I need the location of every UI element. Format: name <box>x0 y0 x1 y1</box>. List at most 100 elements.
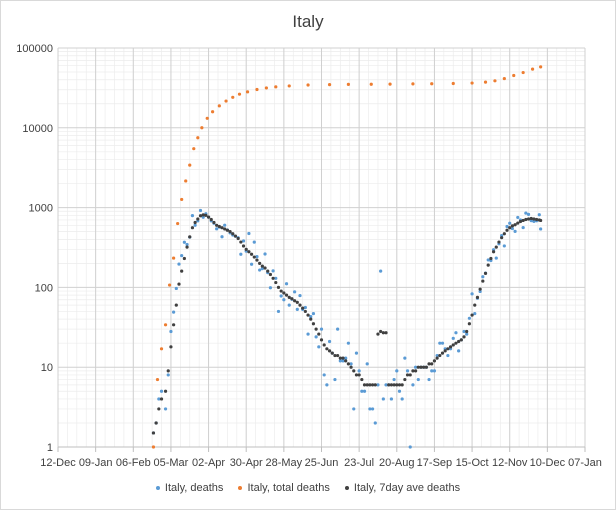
point-series-0 <box>215 227 219 231</box>
point-series-2 <box>185 245 189 249</box>
point-series-1 <box>188 163 192 167</box>
point-series-0 <box>274 276 278 280</box>
point-series-1 <box>205 116 209 120</box>
point-series-2 <box>252 255 256 259</box>
point-series-1 <box>483 80 488 84</box>
point-series-2 <box>500 236 504 240</box>
point-series-0 <box>258 268 262 272</box>
point-series-2 <box>180 269 184 273</box>
point-series-1 <box>196 136 200 140</box>
x-tick-labels: 12-Dec 09-Jan 06-Feb 05-Mar 02-Apr 30-Apr 28-M… <box>40 457 602 469</box>
point-series-1 <box>231 95 235 99</box>
point-series-2 <box>330 351 334 355</box>
point-series-0 <box>333 377 337 382</box>
point-series-1 <box>287 84 291 88</box>
x-tick-label: 12-Dec <box>40 457 76 469</box>
x-tick-label: 17-Sep <box>417 457 452 469</box>
point-series-0 <box>336 327 340 331</box>
point-series-1 <box>264 86 268 90</box>
point-series-0 <box>360 389 364 393</box>
point-series-1 <box>306 83 310 87</box>
point-series-2 <box>293 299 297 303</box>
point-series-0 <box>365 362 369 366</box>
point-series-2 <box>258 261 262 265</box>
point-series-2 <box>349 365 353 369</box>
point-series-0 <box>317 345 321 349</box>
x-tick-label: 09-Jan <box>79 457 113 469</box>
point-series-2 <box>465 329 469 334</box>
point-series-0 <box>373 421 377 425</box>
point-series-2 <box>172 323 176 327</box>
point-series-0 <box>400 397 404 401</box>
point-series-2 <box>319 338 324 342</box>
legend-item-deaths: Italy, deaths <box>155 482 223 494</box>
point-series-2 <box>357 373 361 377</box>
point-series-0 <box>432 369 437 373</box>
point-series-2 <box>163 389 168 393</box>
y-tick-label: 1 <box>47 442 53 454</box>
point-series-0 <box>524 211 528 215</box>
point-series-2 <box>220 226 224 230</box>
point-series-2 <box>231 232 235 236</box>
major-gridlines <box>57 47 586 448</box>
x-tick-label: 23-Jul <box>344 457 374 469</box>
point-series-2 <box>354 373 359 377</box>
point-series-2 <box>182 256 186 261</box>
point-series-0 <box>322 373 326 377</box>
point-series-2 <box>513 223 517 227</box>
point-series-2 <box>368 383 372 387</box>
point-series-2 <box>360 377 364 382</box>
point-series-1 <box>155 377 160 382</box>
point-series-1 <box>493 79 497 83</box>
point-series-2 <box>427 362 431 366</box>
point-series-2 <box>535 217 539 222</box>
point-series-0 <box>539 227 543 231</box>
point-series-0 <box>344 356 348 360</box>
x-tick-label: 12-Nov <box>492 457 528 469</box>
point-series-2 <box>333 353 337 358</box>
point-series-1 <box>388 82 392 86</box>
point-series-0 <box>430 369 434 373</box>
y-tick-label: 1000 <box>29 203 53 215</box>
point-series-0 <box>174 286 178 291</box>
point-series-0 <box>379 269 383 273</box>
point-series-0 <box>252 240 256 244</box>
point-series-2 <box>309 317 313 321</box>
x-tick-label: 15-Oct <box>456 457 489 469</box>
point-series-2 <box>400 383 404 387</box>
point-series-2 <box>502 232 506 236</box>
point-series-0 <box>354 351 359 355</box>
point-series-2 <box>209 217 213 222</box>
point-series-2 <box>271 276 275 280</box>
point-series-2 <box>263 266 267 270</box>
point-series-2 <box>539 218 543 223</box>
point-series-2 <box>236 236 240 241</box>
point-series-0 <box>284 282 289 286</box>
point-series-0 <box>279 294 283 298</box>
point-series-1 <box>539 65 543 69</box>
point-series-2 <box>451 343 455 347</box>
point-series-0 <box>392 377 396 382</box>
point-series-2 <box>405 373 410 377</box>
point-series-2 <box>215 223 219 227</box>
point-series-0 <box>473 311 477 316</box>
point-series-2 <box>443 349 447 353</box>
point-series-2 <box>169 345 173 349</box>
point-series-0 <box>521 225 525 230</box>
point-series-2 <box>432 359 437 363</box>
point-series-0 <box>368 407 372 411</box>
point-series-2 <box>532 217 536 221</box>
point-series-2 <box>478 287 482 291</box>
point-series-0 <box>414 365 418 369</box>
point-series-2 <box>526 217 531 221</box>
point-series-1 <box>369 82 373 86</box>
point-series-0 <box>510 226 515 231</box>
point-series-0 <box>457 349 461 353</box>
point-series-2 <box>196 217 200 221</box>
point-series-0 <box>327 339 332 344</box>
point-series-2 <box>276 285 281 289</box>
point-series-1 <box>163 323 168 327</box>
point-series-0 <box>239 252 243 256</box>
point-series-2 <box>303 309 307 314</box>
